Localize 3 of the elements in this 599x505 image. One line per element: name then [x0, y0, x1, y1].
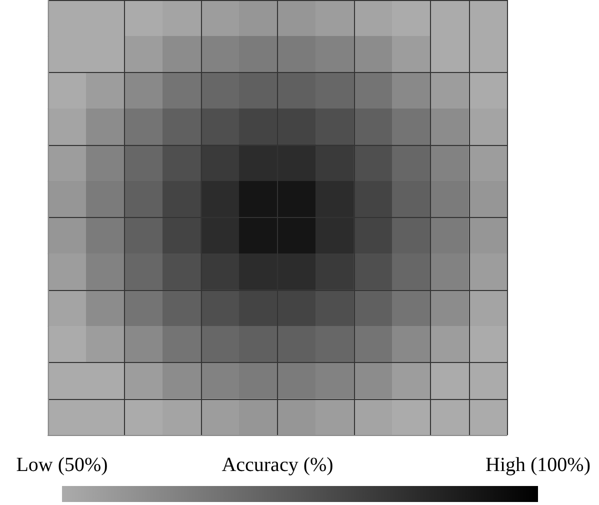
color-bar-label: Low (50%) [16, 454, 108, 476]
color-bar-title: Accuracy (%) [222, 454, 334, 476]
color-bar-label: High (100%) [486, 454, 590, 476]
